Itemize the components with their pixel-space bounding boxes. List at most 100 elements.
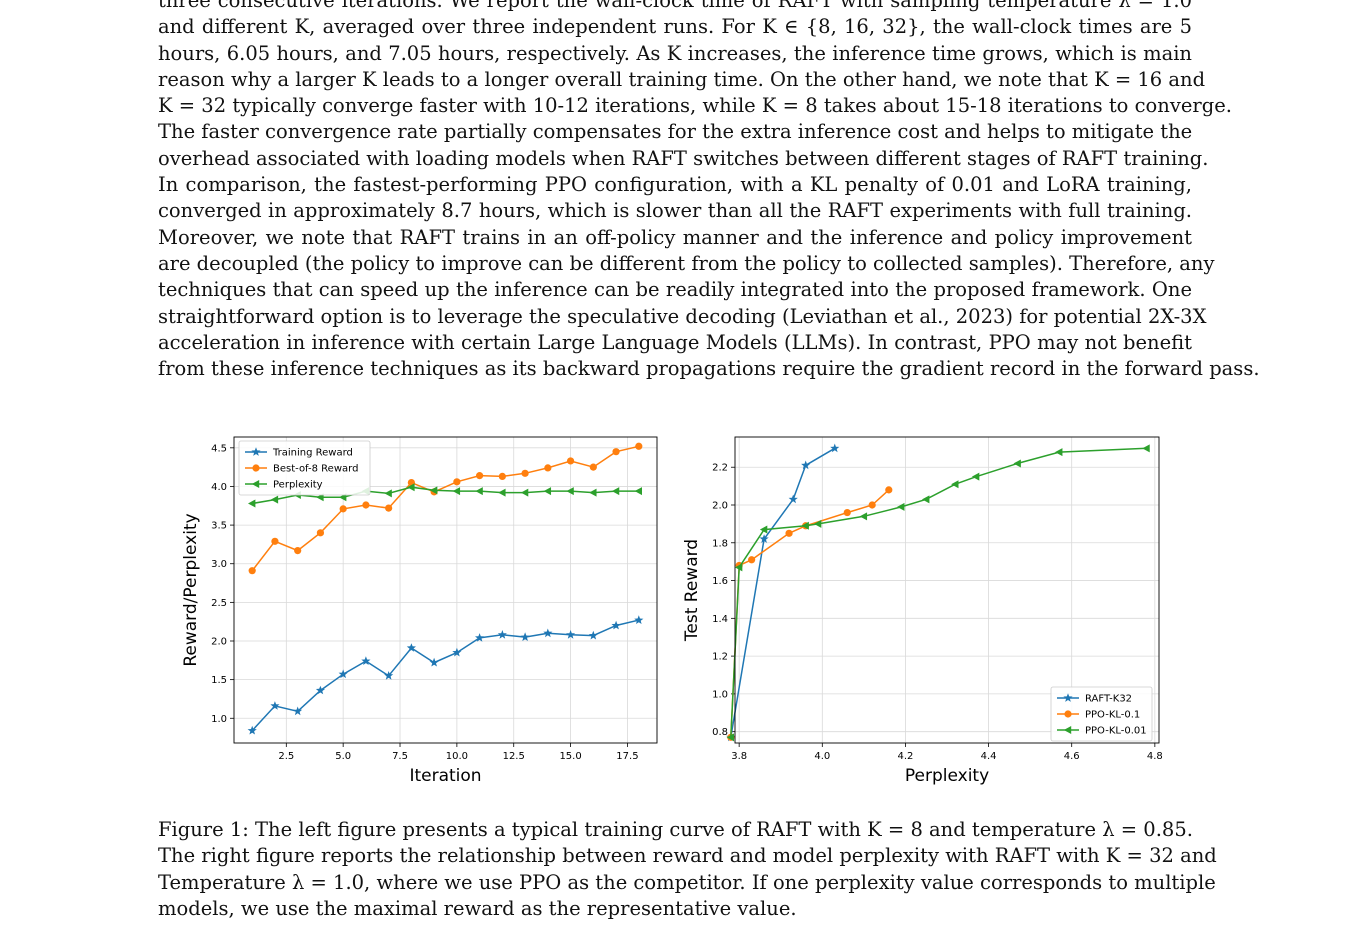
data-point <box>452 487 461 496</box>
y-tick-label: 0.8 <box>712 727 728 738</box>
data-point <box>498 472 506 481</box>
data-point <box>589 488 597 497</box>
data-point <box>566 457 575 465</box>
data-point <box>589 463 597 471</box>
data-point <box>520 488 529 497</box>
x-tick-label: 15.0 <box>559 751 581 762</box>
x-tick-label: 4.2 <box>897 751 913 762</box>
y-tick-label: 1.2 <box>712 652 728 663</box>
data-point <box>759 525 768 534</box>
x-tick-label: 12.5 <box>503 751 525 762</box>
paragraph-line: and different K, averaged over three ind… <box>158 15 1192 39</box>
y-tick-label: 1.0 <box>211 714 227 725</box>
paragraph-line: overhead associated with loading models … <box>158 146 1209 170</box>
data-point <box>813 519 822 528</box>
plot-frame <box>734 436 1160 744</box>
x-axis-label: Perplexity <box>905 766 989 786</box>
data-point <box>885 486 893 494</box>
data-point <box>497 630 507 639</box>
data-point <box>475 633 485 642</box>
data-point <box>270 495 279 504</box>
legend-marker <box>1063 726 1072 734</box>
data-point <box>1142 444 1150 453</box>
data-point <box>843 508 851 517</box>
caption-line: Figure 1: The left figure presents a typ… <box>158 818 1193 841</box>
figure-caption: Figure 1: The left figure presents a typ… <box>158 817 1217 922</box>
plot-frame <box>233 436 658 744</box>
legend-marker <box>251 447 261 456</box>
data-point <box>726 733 735 742</box>
data-point <box>521 469 529 477</box>
reward-vs-perplexity-chart: 3.8 4.0 4.2 4.4 4.6 4.8 0.8 1.0 1.2 1.4 1.6 1.8 2.0 2… <box>682 436 1163 786</box>
y-tick-label: 4.0 <box>211 482 227 493</box>
data-point <box>429 657 439 667</box>
x-tick-label: 10.0 <box>446 751 468 762</box>
caption-line: The right figure reports the relationshi… <box>158 844 1217 868</box>
data-point <box>385 504 393 512</box>
paragraph-line: from these inference techniques as its b… <box>158 357 1260 381</box>
data-point <box>247 499 256 508</box>
paragraph-line: The faster convergence rate partially co… <box>158 120 1193 144</box>
y-tick-label: 2.5 <box>211 598 227 609</box>
data-point <box>248 567 256 575</box>
x-tick-label: 3.8 <box>731 751 747 762</box>
y-tick-label: 1.5 <box>211 675 227 686</box>
training-curve-chart: 2.5 5.0 7.5 10.0 12.5 15.0 17.5 1.0 1.5 2.0 2.5 3.0… <box>181 436 658 786</box>
data-point <box>429 486 438 495</box>
data-point <box>247 725 257 735</box>
x-tick-label: 4.4 <box>981 751 997 762</box>
legend-label: Best-of-8 Reward <box>273 464 358 475</box>
x-tick-label: 4.0 <box>814 751 830 762</box>
data-point <box>315 685 325 695</box>
data-point <box>520 632 530 641</box>
data-point <box>868 501 876 509</box>
data-point <box>971 472 980 481</box>
data-point <box>384 671 394 680</box>
legend: Training Reward Best-of-8 Reward Perplexit… <box>238 440 371 496</box>
x-axis-label: Iteration <box>409 766 481 786</box>
series-line <box>730 489 890 738</box>
data-point <box>543 487 552 496</box>
paragraph-line: converged in approximately 8.7 hours, wh… <box>158 199 1192 223</box>
data-point <box>338 669 348 679</box>
data-point <box>951 480 959 489</box>
data-point <box>588 630 598 640</box>
data-point <box>361 656 371 665</box>
x-tick-label: 17.5 <box>616 751 638 762</box>
series-training-reward <box>247 615 644 735</box>
x-tick-label: 7.5 <box>392 751 408 762</box>
data-point <box>634 487 643 496</box>
caption-line: models, we use the maximal reward as the… <box>158 896 797 920</box>
legend-marker <box>252 464 260 472</box>
data-point <box>271 537 279 545</box>
data-point <box>543 628 553 638</box>
legend-label: RAFT-K32 <box>1085 694 1132 705</box>
paragraph-line: acceleration in inference with certain L… <box>158 330 1192 354</box>
series-ppo-kl-0-01 <box>726 444 1150 742</box>
data-point <box>566 487 574 496</box>
data-point <box>748 556 756 564</box>
legend-marker <box>1063 693 1073 702</box>
legend-label: Training Reward <box>272 448 353 459</box>
data-point <box>476 472 484 480</box>
data-point <box>785 529 793 537</box>
legend: RAFT-K32 PPO-KL-0.1 PPO-KL-0.01 <box>1050 686 1153 742</box>
data-point <box>830 443 840 453</box>
data-point <box>475 487 483 496</box>
data-point <box>270 701 280 710</box>
paragraph-line: straightforward option is to leverage th… <box>158 304 1207 328</box>
y-axis-label: Reward/Perplexity <box>181 513 201 666</box>
data-point <box>339 505 347 513</box>
y-tick-label: 1.0 <box>712 689 728 700</box>
data-point <box>612 448 620 456</box>
y-tick-label: 2.2 <box>712 463 728 474</box>
x-tick-label: 4.8 <box>1147 751 1163 762</box>
data-point <box>453 478 461 486</box>
legend-label: PPO-KL-0.01 <box>1085 726 1147 737</box>
data-point <box>801 521 809 530</box>
legend-marker <box>1064 710 1072 718</box>
grid <box>735 437 1159 743</box>
data-point <box>801 460 811 470</box>
data-point <box>734 563 743 572</box>
data-point <box>611 620 621 630</box>
